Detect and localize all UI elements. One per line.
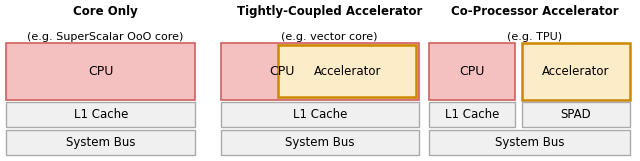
Text: CPU: CPU (269, 65, 294, 78)
Text: (e.g. vector core): (e.g. vector core) (282, 32, 378, 42)
Text: Co-Processor Accelerator: Co-Processor Accelerator (451, 5, 618, 18)
Text: Accelerator: Accelerator (314, 65, 381, 78)
Text: System Bus: System Bus (66, 136, 136, 149)
Bar (429, 102, 515, 127)
Text: CPU: CPU (88, 65, 113, 78)
Text: CPU: CPU (460, 65, 484, 78)
Bar (278, 45, 416, 97)
Text: Core Only: Core Only (73, 5, 138, 18)
Text: (e.g. SuperScalar OoO core): (e.g. SuperScalar OoO core) (28, 32, 184, 42)
Text: Tightly-Coupled Accelerator: Tightly-Coupled Accelerator (237, 5, 422, 18)
Bar (522, 43, 630, 100)
Bar (6, 102, 195, 127)
Text: L1 Cache: L1 Cache (74, 108, 128, 121)
Bar (221, 130, 419, 155)
Text: (e.g. TPU): (e.g. TPU) (507, 32, 562, 42)
Text: Accelerator: Accelerator (542, 65, 610, 78)
Bar (429, 43, 515, 100)
Bar (6, 130, 195, 155)
Bar (429, 130, 630, 155)
Text: L1 Cache: L1 Cache (445, 108, 499, 121)
Bar (221, 43, 419, 100)
Text: System Bus: System Bus (495, 136, 564, 149)
Text: System Bus: System Bus (285, 136, 355, 149)
Bar (522, 102, 630, 127)
Bar (6, 43, 195, 100)
Bar (221, 102, 419, 127)
Text: SPAD: SPAD (561, 108, 591, 121)
Text: L1 Cache: L1 Cache (293, 108, 347, 121)
